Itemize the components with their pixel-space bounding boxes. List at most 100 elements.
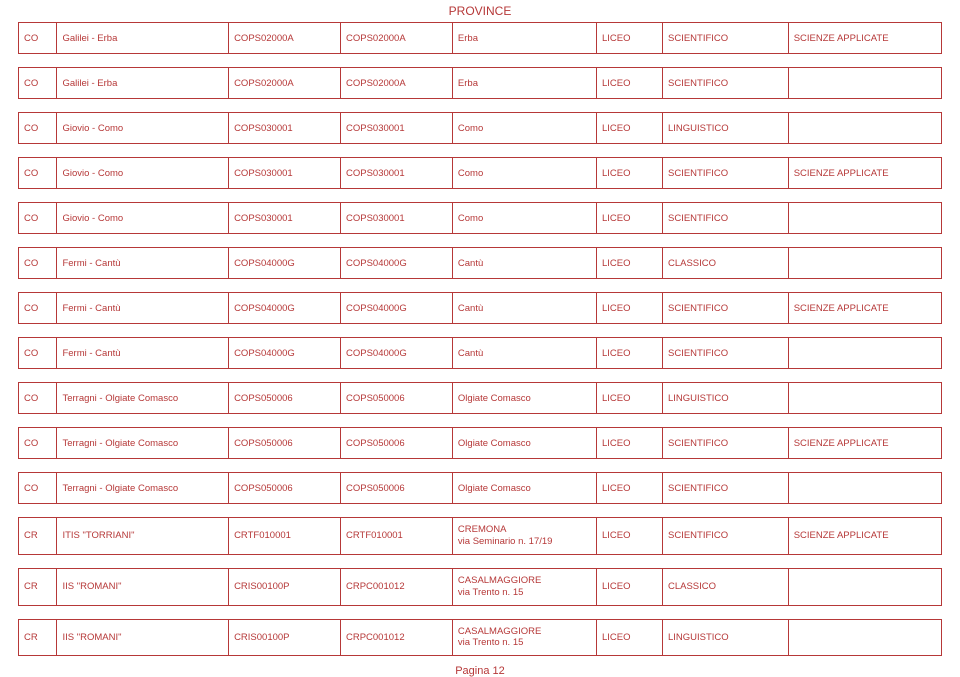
- cell-loc: Como: [452, 113, 596, 144]
- cell-extra: [788, 68, 941, 99]
- cell-code1: CRTF010001: [229, 518, 341, 555]
- cell-liceo: LICEO: [596, 248, 662, 279]
- cell-name: Terragni - Olgiate Comasco: [57, 473, 229, 504]
- cell-code1: COPS030001: [229, 203, 341, 234]
- table-row: COFermi - CantùCOPS04000GCOPS04000GCantù…: [18, 247, 942, 279]
- cell-name: IIS "ROMANI": [57, 568, 229, 605]
- cell-code1: COPS04000G: [229, 293, 341, 324]
- cell-code2: COPS04000G: [340, 248, 452, 279]
- cell-code1: COPS050006: [229, 383, 341, 414]
- cell-loc: Como: [452, 158, 596, 189]
- cell-prov: CR: [19, 518, 57, 555]
- cell-liceo: LICEO: [596, 23, 662, 54]
- row: COFermi - CantùCOPS04000GCOPS04000GCantù…: [19, 338, 942, 369]
- cell-liceo: LICEO: [596, 68, 662, 99]
- cell-loc: Cantù: [452, 248, 596, 279]
- cell-extra: [788, 473, 941, 504]
- rows-container: COGalilei - ErbaCOPS02000ACOPS02000AErba…: [18, 22, 942, 656]
- cell-liceo: LICEO: [596, 568, 662, 605]
- cell-loc: CREMONAvia Seminario n. 17/19: [452, 518, 596, 555]
- cell-extra: [788, 383, 941, 414]
- cell-code2: COPS02000A: [340, 23, 452, 54]
- cell-prov: CO: [19, 338, 57, 369]
- row: CRITIS "TORRIANI"CRTF010001CRTF010001CRE…: [19, 518, 942, 555]
- table-row: COTerragni - Olgiate ComascoCOPS050006CO…: [18, 472, 942, 504]
- cell-type: SCIENTIFICO: [662, 518, 788, 555]
- cell-code1: COPS050006: [229, 428, 341, 459]
- cell-extra: SCIENZE APPLICATE: [788, 428, 941, 459]
- cell-liceo: LICEO: [596, 203, 662, 234]
- page-title: PROVINCE: [18, 4, 942, 18]
- cell-type: SCIENTIFICO: [662, 158, 788, 189]
- cell-code1: CRIS00100P: [229, 619, 341, 656]
- cell-type: SCIENTIFICO: [662, 203, 788, 234]
- table-row: COGiovio - ComoCOPS030001COPS030001ComoL…: [18, 112, 942, 144]
- table-row: COGiovio - ComoCOPS030001COPS030001ComoL…: [18, 157, 942, 189]
- cell-prov: CO: [19, 23, 57, 54]
- cell-type: CLASSICO: [662, 568, 788, 605]
- cell-code2: COPS050006: [340, 473, 452, 504]
- cell-extra: [788, 248, 941, 279]
- cell-loc: CASALMAGGIOREvia Trento n. 15: [452, 568, 596, 605]
- cell-code2: CRPC001012: [340, 568, 452, 605]
- cell-extra: [788, 568, 941, 605]
- cell-prov: CO: [19, 473, 57, 504]
- cell-type: CLASSICO: [662, 248, 788, 279]
- row: COTerragni - Olgiate ComascoCOPS050006CO…: [19, 428, 942, 459]
- cell-code2: COPS030001: [340, 113, 452, 144]
- cell-liceo: LICEO: [596, 518, 662, 555]
- cell-extra: [788, 619, 941, 656]
- cell-liceo: LICEO: [596, 428, 662, 459]
- page-footer: Pagina 12: [18, 665, 942, 677]
- cell-extra: SCIENZE APPLICATE: [788, 158, 941, 189]
- table-row: COGalilei - ErbaCOPS02000ACOPS02000AErba…: [18, 67, 942, 99]
- cell-code1: COPS02000A: [229, 68, 341, 99]
- cell-type: LINGUISTICO: [662, 619, 788, 656]
- cell-prov: CR: [19, 568, 57, 605]
- table-row: CRITIS "TORRIANI"CRTF010001CRTF010001CRE…: [18, 517, 942, 555]
- cell-loc: Cantù: [452, 338, 596, 369]
- cell-code2: COPS050006: [340, 383, 452, 414]
- cell-code1: COPS030001: [229, 158, 341, 189]
- cell-liceo: LICEO: [596, 338, 662, 369]
- cell-loc: Como: [452, 203, 596, 234]
- cell-extra: [788, 203, 941, 234]
- cell-extra: SCIENZE APPLICATE: [788, 293, 941, 324]
- cell-loc: Erba: [452, 23, 596, 54]
- cell-name: Galilei - Erba: [57, 23, 229, 54]
- cell-name: Terragni - Olgiate Comasco: [57, 383, 229, 414]
- cell-prov: CO: [19, 383, 57, 414]
- cell-loc: Erba: [452, 68, 596, 99]
- cell-name: Giovio - Como: [57, 158, 229, 189]
- row: COGiovio - ComoCOPS030001COPS030001ComoL…: [19, 158, 942, 189]
- cell-loc: Cantù: [452, 293, 596, 324]
- cell-liceo: LICEO: [596, 383, 662, 414]
- cell-code1: COPS030001: [229, 113, 341, 144]
- cell-prov: CO: [19, 203, 57, 234]
- cell-prov: CO: [19, 428, 57, 459]
- row: COTerragni - Olgiate ComascoCOPS050006CO…: [19, 383, 942, 414]
- cell-loc: Olgiate Comasco: [452, 428, 596, 459]
- cell-extra: SCIENZE APPLICATE: [788, 518, 941, 555]
- cell-code2: COPS050006: [340, 428, 452, 459]
- cell-code1: COPS04000G: [229, 338, 341, 369]
- table-row: COTerragni - Olgiate ComascoCOPS050006CO…: [18, 427, 942, 459]
- cell-code2: COPS02000A: [340, 68, 452, 99]
- row: COGalilei - ErbaCOPS02000ACOPS02000AErba…: [19, 68, 942, 99]
- cell-type: SCIENTIFICO: [662, 68, 788, 99]
- table-row: COTerragni - Olgiate ComascoCOPS050006CO…: [18, 382, 942, 414]
- table-row: CRIIS "ROMANI"CRIS00100PCRPC001012CASALM…: [18, 568, 942, 606]
- cell-type: SCIENTIFICO: [662, 473, 788, 504]
- table-row: COGalilei - ErbaCOPS02000ACOPS02000AErba…: [18, 22, 942, 54]
- row: COGiovio - ComoCOPS030001COPS030001ComoL…: [19, 113, 942, 144]
- cell-name: Fermi - Cantù: [57, 338, 229, 369]
- cell-name: IIS "ROMANI": [57, 619, 229, 656]
- row: COFermi - CantùCOPS04000GCOPS04000GCantù…: [19, 293, 942, 324]
- cell-extra: SCIENZE APPLICATE: [788, 23, 941, 54]
- cell-prov: CO: [19, 158, 57, 189]
- cell-code1: COPS050006: [229, 473, 341, 504]
- cell-name: Giovio - Como: [57, 203, 229, 234]
- cell-extra: [788, 113, 941, 144]
- cell-loc: CASALMAGGIOREvia Trento n. 15: [452, 619, 596, 656]
- cell-type: SCIENTIFICO: [662, 293, 788, 324]
